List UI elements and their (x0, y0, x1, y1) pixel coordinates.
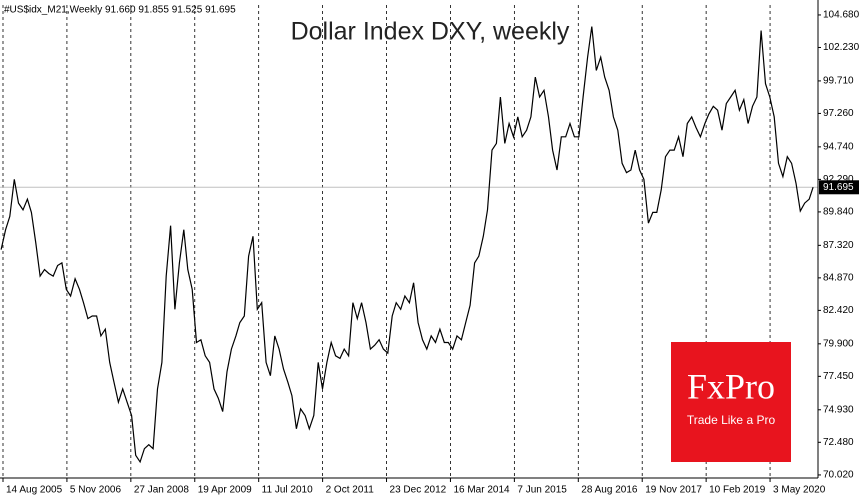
x-tick-label: 27 Jan 2008 (134, 485, 189, 496)
x-tick-label: 7 Jun 2015 (517, 485, 567, 496)
y-tick-label: 92.290 (823, 174, 854, 185)
x-tick-label: 16 Mar 2014 (453, 485, 510, 496)
y-tick-label: 89.840 (823, 207, 854, 218)
price-tag-label: 91.695 (823, 182, 854, 193)
y-tick-label: 74.930 (823, 404, 854, 415)
x-tick-label: 19 Nov 2017 (645, 485, 702, 496)
y-tick-label: 84.870 (823, 273, 854, 284)
x-tick-label: 11 Jul 2010 (262, 485, 313, 496)
y-tick-label: 99.710 (823, 76, 854, 87)
price-line-series (0, 26, 814, 464)
price-tag (819, 180, 859, 195)
x-tick-label: 19 Apr 2009 (198, 485, 252, 496)
y-tick-label: 70.020 (823, 470, 854, 481)
x-tick-label: 14 Aug 2005 (6, 485, 63, 496)
x-tick-label: 28 Aug 2016 (581, 485, 638, 496)
y-tick-label: 82.420 (823, 305, 854, 316)
x-tick-label: 5 Nov 2006 (70, 485, 122, 496)
y-tick-label: 94.740 (823, 142, 854, 153)
logo-box (671, 342, 791, 462)
y-tick-label: 97.260 (823, 108, 854, 119)
logo-slogan: Trade Like a Pro (687, 413, 776, 427)
header: #US$idx_M21,Weekly 91.660 91.855 91.525 … (4, 5, 236, 16)
y-tick-label: 104.680 (823, 10, 860, 21)
x-tick-label: 2 Oct 2011 (326, 485, 375, 496)
y-tick-label: 102.230 (823, 42, 860, 53)
y-tick-label: 72.480 (823, 437, 854, 448)
y-tick-label: 79.900 (823, 338, 854, 349)
y-tick-label: 87.320 (823, 240, 854, 251)
x-tick-label: 10 Feb 2019 (709, 485, 766, 496)
x-tick-label: 3 May 2020 (773, 485, 826, 496)
chart-title: Dollar Index DXY, weekly (291, 18, 570, 46)
logo-brand: FxPro (687, 366, 775, 406)
y-tick-label: 77.450 (823, 371, 854, 382)
x-tick-label: 23 Dec 2012 (390, 485, 447, 496)
